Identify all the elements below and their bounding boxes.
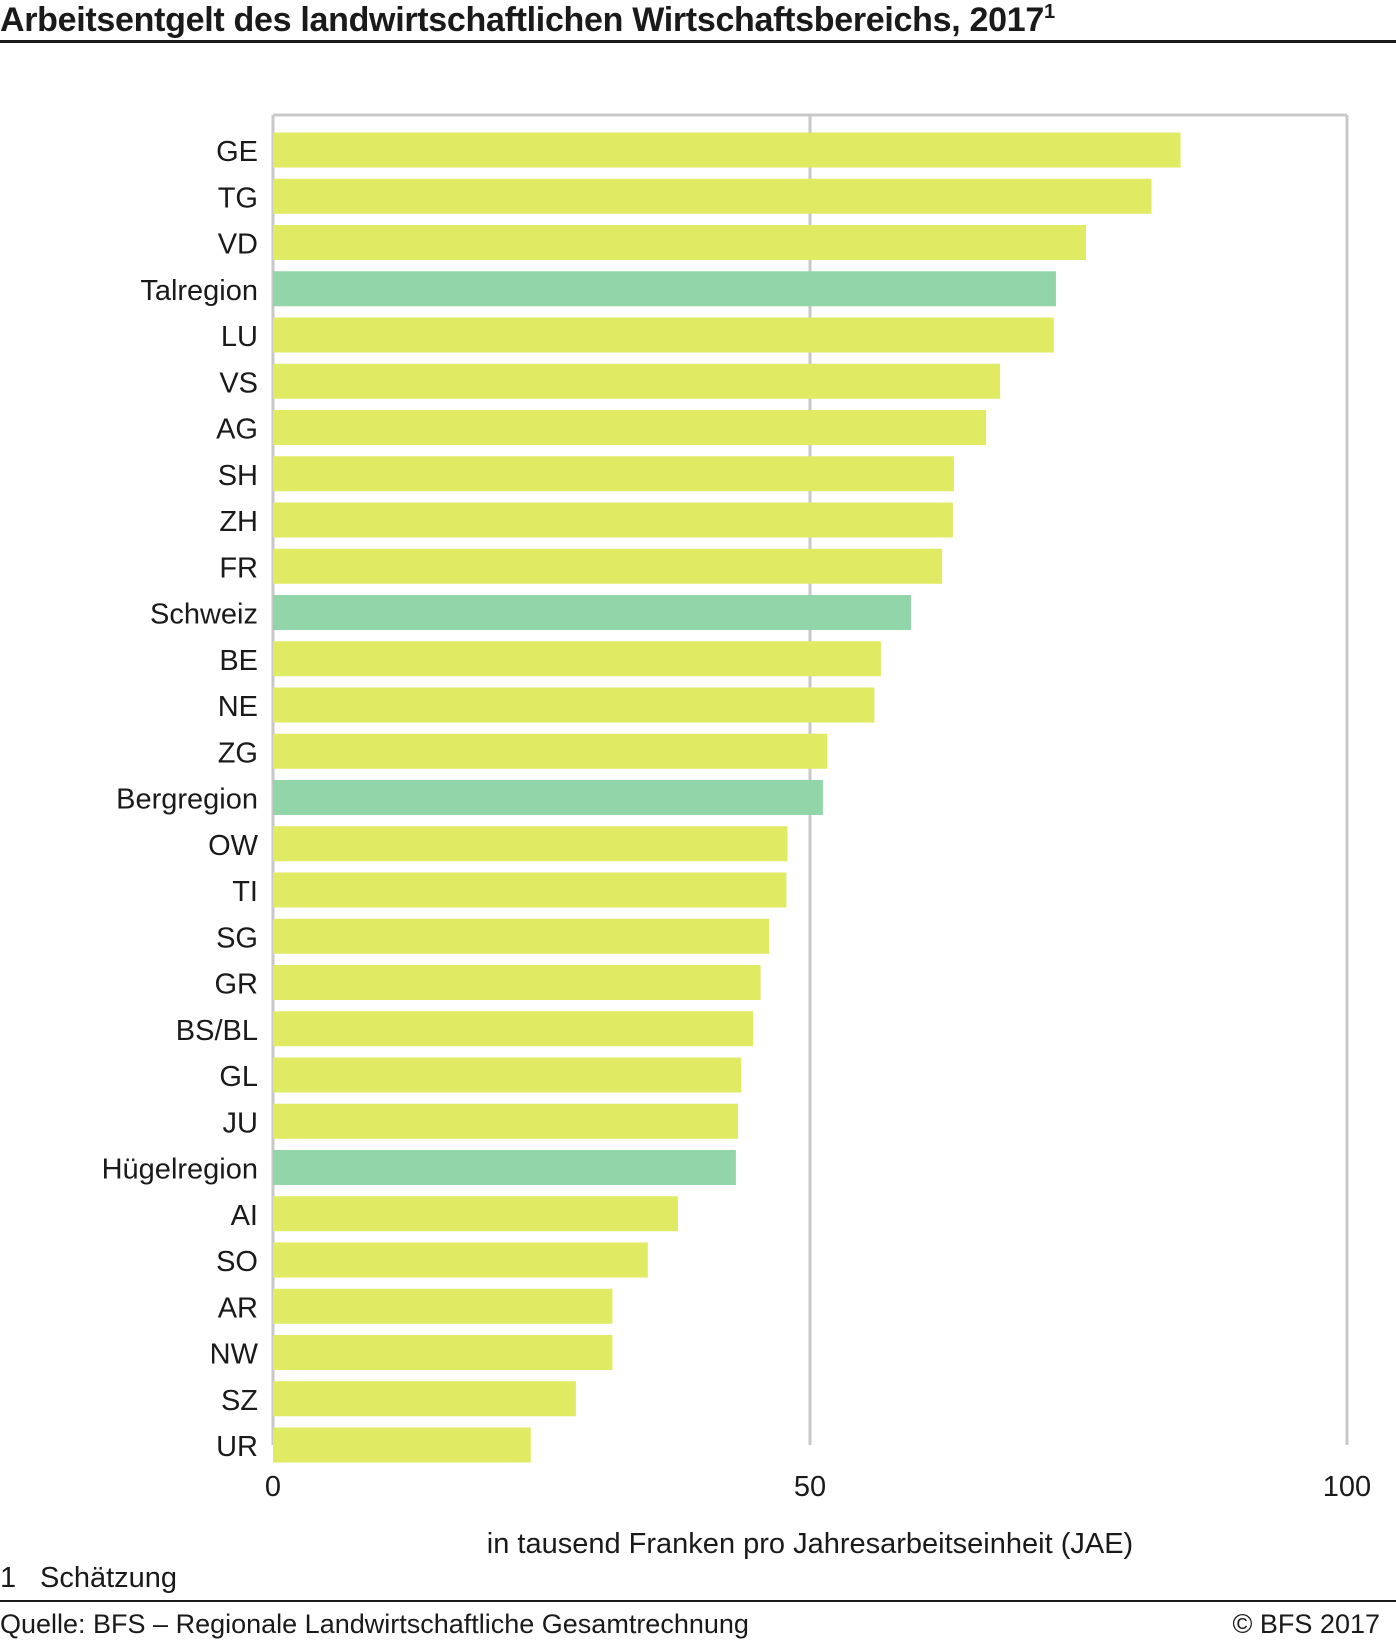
bar-SO bbox=[273, 1242, 648, 1278]
category-label: NW bbox=[210, 1339, 259, 1371]
bar-AG bbox=[273, 410, 987, 445]
footnote-number: 1 bbox=[0, 1562, 17, 1594]
category-label: LU bbox=[221, 321, 258, 353]
category-label: GL bbox=[219, 1061, 258, 1093]
x-tick-label: 0 bbox=[265, 1471, 281, 1503]
bar-LU bbox=[273, 317, 1054, 353]
chart-title: Arbeitsentgelt des landwirtschaftlichen … bbox=[0, 0, 1396, 44]
bar-SZ bbox=[273, 1381, 576, 1417]
chart-title-text: Arbeitsentgelt des landwirtschaftlichen … bbox=[0, 1, 1044, 39]
category-label: GE bbox=[216, 136, 258, 168]
category-label: BS/BL bbox=[176, 1015, 258, 1047]
category-label: VD bbox=[218, 229, 258, 261]
category-label: TG bbox=[218, 182, 258, 214]
bar-Schweiz bbox=[273, 595, 911, 630]
source-note: Quelle: BFS – Regionale Landwirtschaftli… bbox=[0, 1609, 749, 1639]
category-label: Talregion bbox=[140, 275, 258, 307]
category-label: SH bbox=[218, 460, 258, 492]
bar-FR bbox=[273, 548, 943, 584]
bar-NE bbox=[273, 687, 875, 723]
copyright: © BFS 2017 bbox=[1232, 1609, 1380, 1639]
category-label: UR bbox=[216, 1431, 258, 1463]
bar-SG bbox=[273, 918, 770, 954]
x-axis-label: in tausend Franken pro Jahresarbeitseinh… bbox=[487, 1528, 1133, 1560]
bar-BE bbox=[273, 641, 881, 677]
bar-GE bbox=[273, 132, 1181, 168]
bar-UR bbox=[273, 1427, 531, 1463]
category-label: BE bbox=[219, 645, 258, 677]
footer-rule bbox=[0, 1600, 1396, 1602]
category-label: AI bbox=[231, 1200, 258, 1232]
bar-GR bbox=[273, 965, 761, 1000]
category-label: AR bbox=[218, 1292, 258, 1324]
bar-AI bbox=[273, 1196, 678, 1232]
bar-Talregion bbox=[273, 271, 1056, 307]
category-label: ZG bbox=[218, 737, 258, 769]
category-label: AG bbox=[216, 414, 258, 446]
bar-ZH bbox=[273, 502, 953, 538]
bar-JU bbox=[273, 1103, 739, 1139]
category-label: SG bbox=[216, 922, 258, 954]
bar-SH bbox=[273, 456, 954, 492]
bar-NW bbox=[273, 1335, 613, 1370]
category-label: Bergregion bbox=[116, 784, 258, 816]
footnote-text: Schätzung bbox=[40, 1562, 178, 1594]
category-label: NE bbox=[218, 691, 258, 723]
category-label: VS bbox=[219, 367, 258, 399]
bar-Hügelregion bbox=[273, 1150, 736, 1185]
category-label: ZH bbox=[219, 506, 258, 538]
category-label: OW bbox=[208, 830, 259, 862]
bar-Bergregion bbox=[273, 780, 823, 815]
category-label: JU bbox=[223, 1107, 258, 1139]
bar-GL bbox=[273, 1057, 742, 1093]
bar-ZG bbox=[273, 733, 828, 769]
category-label: SO bbox=[216, 1246, 258, 1278]
category-label: GR bbox=[215, 969, 259, 1001]
category-label: Schweiz bbox=[150, 599, 258, 631]
bar-BS/BL bbox=[273, 1011, 754, 1047]
category-label: FR bbox=[219, 552, 258, 584]
bar-chart: GE TG VD Talregion LU VS AG SH ZH FR Schweiz BE NE ZG… bbox=[102, 113, 1371, 1560]
bar-VS bbox=[273, 363, 1001, 399]
category-label: SZ bbox=[221, 1385, 258, 1417]
bar-AR bbox=[273, 1288, 613, 1324]
x-tick-label: 50 bbox=[794, 1471, 826, 1503]
category-label: TI bbox=[232, 876, 258, 908]
bar-TG bbox=[273, 178, 1152, 214]
x-tick-label: 100 bbox=[1323, 1471, 1371, 1503]
title-rule bbox=[0, 40, 1396, 43]
bar-TI bbox=[273, 872, 787, 908]
bar-OW bbox=[273, 826, 788, 862]
bar-VD bbox=[273, 225, 1087, 260]
footnote: 1 Schätzung bbox=[0, 1560, 177, 1596]
category-label: Hügelregion bbox=[102, 1154, 258, 1186]
title-footnote-mark: 1 bbox=[1043, 1, 1055, 23]
